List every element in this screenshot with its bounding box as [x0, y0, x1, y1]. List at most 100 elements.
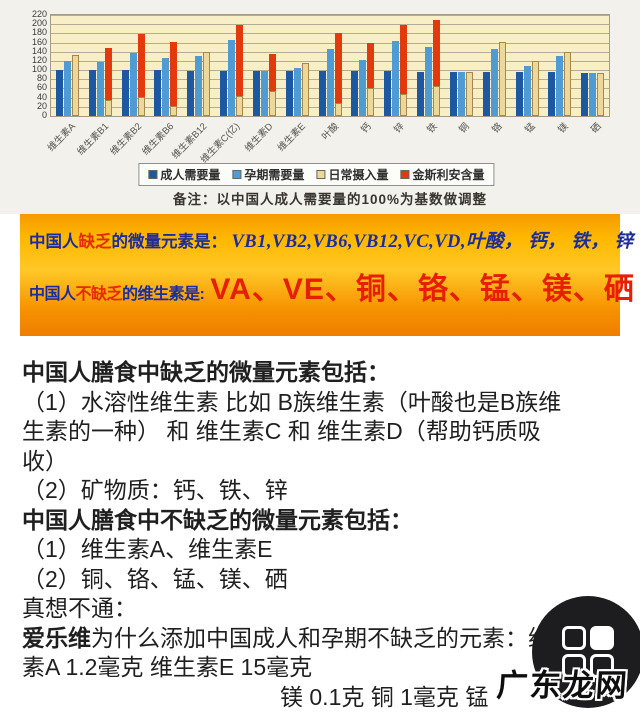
bar-金斯利安含量: [334, 32, 342, 104]
bar-成人需要量: [417, 71, 425, 116]
bar-stack: [564, 51, 572, 116]
text: 收）: [22, 447, 68, 474]
bar-成人需要量: [88, 70, 96, 116]
bar-成人需要量: [121, 70, 129, 116]
grid-cell-bottom-right-icon: [590, 654, 614, 678]
bar-group: [182, 15, 215, 116]
x-axis-label-cell: 维生素E: [276, 117, 313, 167]
chart-note: 备注：以中国人成人需要量的100%为基数做调整: [172, 192, 488, 207]
app-grid-icon[interactable]: [532, 596, 640, 708]
grid-cell-top-right-icon: [590, 626, 614, 650]
bar-孕期需要量: [195, 55, 203, 116]
text: 镁 0.1克 铜 1毫克 锰: [280, 683, 489, 710]
bar-group: [314, 15, 347, 116]
bar-日常摄入量: [597, 73, 605, 116]
y-tick-label: 120: [31, 54, 47, 65]
x-axis-label-cell: 铬: [477, 117, 510, 167]
bar-孕期需要量: [63, 60, 71, 116]
bar-孕期需要量: [129, 52, 137, 116]
text: 真想不通：: [22, 595, 137, 621]
legend-swatch: [316, 170, 326, 179]
y-tick-label: 0: [41, 110, 47, 120]
bar-成人需要量: [515, 72, 523, 116]
text-line: 真想不通：: [22, 594, 640, 624]
legend-label: 孕期需要量: [244, 168, 305, 182]
bar-group: [248, 15, 281, 116]
banner-text: 中国人: [29, 233, 79, 251]
legend-label: 金斯利安含量: [412, 168, 485, 182]
y-tick-label: 160: [31, 36, 47, 47]
bar-日常摄入量: [465, 72, 473, 116]
x-axis-label-cell: 镁: [542, 117, 575, 167]
bar-成人需要量: [581, 72, 589, 116]
text-bold: 中国人膳食中不缺乏的微量元素包括：: [22, 506, 413, 533]
bar-日常摄入量: [400, 94, 408, 116]
bar-日常摄入量: [236, 96, 244, 116]
bar-stack: [71, 55, 79, 116]
bar-孕期需要量: [589, 72, 597, 116]
bar-金斯利安含量: [400, 24, 408, 95]
y-tick-label: 180: [31, 27, 47, 38]
x-axis-label: 铜: [457, 121, 473, 136]
bar-成人需要量: [384, 71, 392, 116]
x-axis-label: 铁: [424, 121, 440, 136]
banner-highlight-not-lacking: 不缺乏: [75, 286, 123, 303]
bar-日常摄入量: [170, 105, 178, 116]
x-axis-label-cell: 锰: [510, 117, 543, 167]
bar-孕期需要量: [228, 40, 236, 116]
banner-text: 的微量元素是：: [111, 233, 228, 251]
text-line: 爱乐维为什么添加中国成人和孕期不缺乏的元素：维生: [22, 624, 640, 654]
y-tick-label: 100: [31, 64, 47, 75]
chart-legend: 成人需要量 孕期需要量 日常摄入量 金斯利安含量: [138, 163, 495, 186]
bar-group: [543, 15, 576, 116]
bar-孕期需要量: [490, 49, 498, 116]
bar-group: [445, 15, 478, 116]
gridline: [51, 15, 609, 16]
y-tick-label: 200: [31, 18, 47, 29]
legend-label: 日常摄入量: [328, 168, 389, 182]
text: （2）矿物质：钙、铁、锌: [22, 477, 288, 503]
bar-金斯利安含量: [137, 34, 145, 97]
legend-label: 成人需要量: [160, 168, 221, 182]
x-axis-label: 锰: [523, 121, 538, 136]
text-line: （1）水溶性维生素 比如 B族维生素（叶酸也是B族维: [22, 388, 640, 418]
bar-stack: [597, 73, 605, 116]
bar-日常摄入量: [334, 103, 342, 116]
chart-section: 0 20 40 60 80 100 120 140 160 180 200 220 维生素A 维生素B1…: [0, 0, 640, 214]
y-tick-label: 140: [31, 45, 47, 56]
bar-stack: [104, 48, 112, 116]
bar-金斯利安含量: [367, 43, 375, 88]
plot-area: [50, 14, 610, 117]
bar-成人需要量: [482, 72, 490, 116]
bar-日常摄入量: [433, 85, 441, 116]
bar-孕期需要量: [293, 68, 301, 116]
bar-group: [84, 15, 117, 116]
text-line: （2）铜、铬、锰、镁、硒: [22, 565, 640, 595]
text: （1）水溶性维生素 比如 B族维生素（叶酸也是B族维: [22, 388, 562, 415]
y-tick-label: 80: [36, 73, 47, 84]
bar-group: [379, 15, 412, 116]
x-axis-label: 叶酸: [319, 121, 341, 143]
x-axis-label: 钙: [359, 121, 374, 136]
bar-孕期需要量: [162, 57, 170, 116]
banner-text: 中国人: [29, 286, 76, 303]
bar-stack: [301, 62, 309, 116]
bar-group: [576, 15, 609, 116]
gridline: [51, 24, 609, 26]
bar-成人需要量: [220, 71, 228, 116]
text: 生素的一种） 和 维生素C 和 维生素D（帮助钙质吸: [22, 418, 541, 444]
bar-stack: [531, 60, 539, 116]
grid-cell-bottom-left-icon: [562, 654, 586, 678]
bar-group: [511, 15, 544, 116]
text-line: 中国人膳食中缺乏的微量元素包括：: [22, 358, 640, 388]
bar-孕期需要量: [96, 61, 104, 116]
bar-成人需要量: [548, 72, 556, 116]
y-tick-label: 20: [36, 100, 47, 111]
x-axis-label-cell: 锌: [378, 117, 411, 167]
x-axis-label: 铬: [490, 121, 505, 136]
bar-金斯利安含量: [236, 25, 244, 97]
bar-孕期需要量: [326, 48, 334, 116]
bar-孕期需要量: [457, 72, 465, 116]
text-bold: 中国人膳食中缺乏的微量元素包括：: [22, 359, 390, 385]
